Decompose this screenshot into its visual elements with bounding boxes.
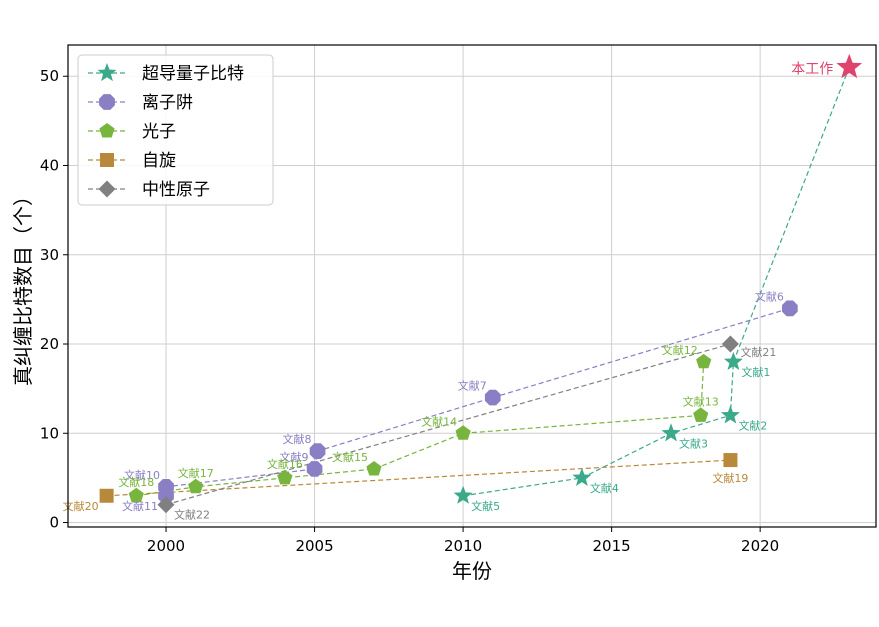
point-label: 文献22 — [174, 508, 210, 522]
data-point — [455, 425, 471, 440]
point-label: 文献1 — [741, 365, 770, 379]
x-tick-label: 2020 — [741, 537, 779, 555]
point-label: 文献6 — [755, 289, 784, 303]
data-point — [661, 423, 681, 442]
plot-frame — [67, 44, 877, 528]
x-axis-label: 年份 — [452, 559, 492, 583]
highlight-point — [836, 53, 863, 79]
y-axis-label: 真纠缠比特数目（个） — [11, 186, 35, 386]
point-labels: 文献5 文献4 文献3 文献2 文献1 文献10 文献11 文献9 文献8 文献7 文献6 文献18 文… — [63, 61, 834, 521]
data-point — [782, 300, 798, 317]
x-tick-label: 2010 — [444, 537, 482, 555]
series-line — [165, 343, 731, 506]
y-tick-label: 10 — [40, 424, 59, 442]
data-point — [99, 488, 114, 503]
data-point — [572, 467, 592, 486]
legend-marker — [100, 153, 114, 167]
data-markers — [99, 53, 863, 514]
data-point — [277, 469, 293, 485]
legend-marker — [97, 63, 117, 82]
point-label: 文献21 — [740, 345, 776, 359]
point-label: 文献14 — [421, 414, 457, 428]
y-tick-label: 20 — [40, 335, 59, 353]
highlight-label: 本工作 — [791, 61, 833, 77]
data-point — [696, 353, 712, 369]
data-point — [721, 335, 739, 353]
point-label: 文献2 — [738, 418, 767, 432]
data-point — [720, 405, 740, 424]
y-tick-label: 30 — [40, 246, 59, 264]
series-line — [136, 361, 705, 497]
legend-marker — [99, 94, 115, 110]
legend-label: 光子 — [142, 122, 176, 142]
data-point — [366, 461, 382, 476]
data-point — [128, 487, 144, 503]
data-point — [723, 351, 743, 370]
point-label: 文献3 — [679, 436, 708, 450]
point-label: 文献8 — [283, 432, 312, 446]
data-point — [453, 485, 473, 504]
legend-marker — [99, 123, 115, 138]
point-label: 文献5 — [471, 499, 500, 513]
point-label: 文献13 — [683, 394, 719, 408]
legend-box — [77, 54, 274, 206]
point-label: 文献15 — [332, 450, 368, 464]
legend-label: 离子阱 — [142, 93, 193, 113]
data-point — [306, 461, 323, 477]
x-tick-label: 2000 — [147, 537, 185, 555]
point-label: 文献7 — [458, 379, 487, 393]
point-label: 文献10 — [124, 468, 160, 482]
data-point — [309, 443, 326, 459]
y-tick-label: 0 — [49, 514, 59, 532]
point-label: 文献16 — [267, 457, 303, 471]
point-label: 文献18 — [118, 475, 154, 489]
legend-marker — [98, 180, 116, 198]
data-point — [157, 496, 175, 514]
y-tick-label: 50 — [40, 67, 59, 85]
axis-ticks: 2000 2005 2010 2015 2020 0 10 20 30 40 50 — [40, 67, 779, 555]
x-tick-label: 2015 — [593, 537, 631, 555]
data-point — [188, 478, 204, 494]
data-point — [158, 487, 174, 504]
point-label: 文献20 — [63, 499, 99, 513]
point-label: 文献17 — [178, 466, 214, 480]
data-point — [723, 453, 738, 468]
legend-label: 自旋 — [142, 151, 176, 171]
series-line — [165, 307, 791, 496]
y-tick-label: 40 — [40, 157, 59, 175]
point-label: 文献4 — [590, 481, 619, 495]
point-label: 文献19 — [712, 471, 748, 485]
data-point — [693, 407, 709, 422]
point-label: 文献9 — [280, 450, 309, 464]
point-label: 文献12 — [662, 343, 698, 357]
x-tick-label: 2005 — [295, 537, 333, 555]
point-label: 文献11 — [122, 499, 158, 513]
series-line — [106, 459, 731, 497]
data-point — [484, 389, 501, 406]
legend-label: 超导量子比特 — [142, 64, 244, 84]
series-line — [732, 67, 850, 363]
legend-label: 中性原子 — [142, 180, 210, 200]
